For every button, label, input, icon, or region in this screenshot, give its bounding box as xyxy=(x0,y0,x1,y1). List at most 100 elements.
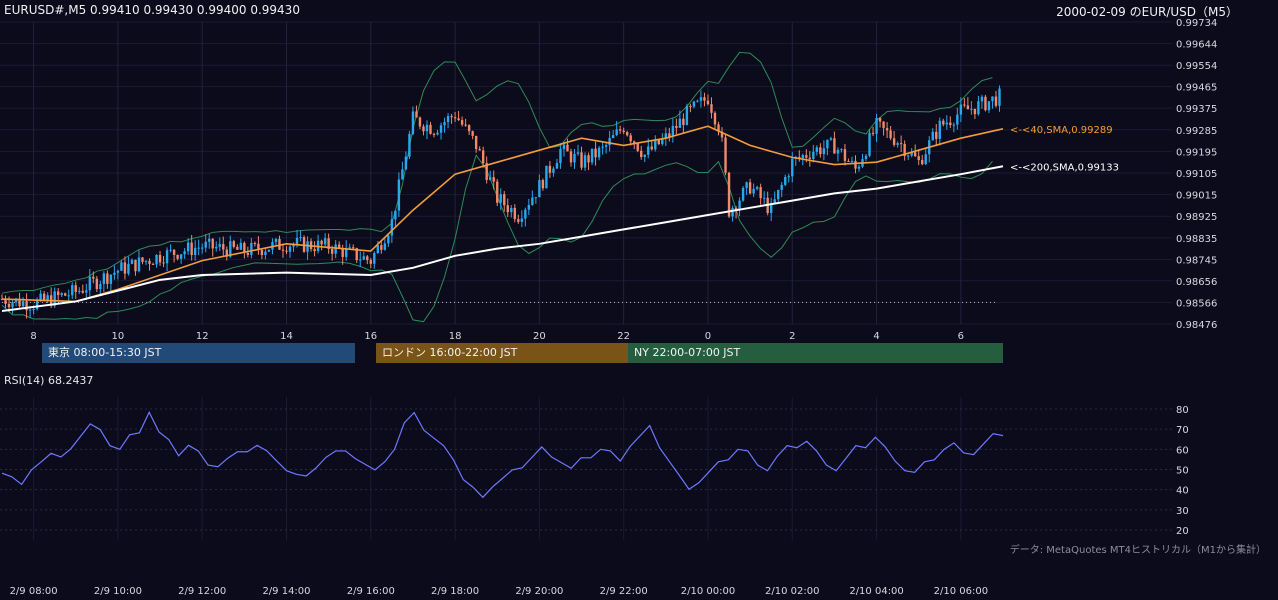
chart-title: 2000-02-09 のEUR/USD（M5） xyxy=(1056,5,1238,19)
candle-body xyxy=(25,301,28,311)
candle-body xyxy=(510,207,513,213)
candle-body xyxy=(113,272,116,275)
date-tick-label: 2/9 22:00 xyxy=(600,586,648,597)
candle-body xyxy=(387,235,390,244)
candle-body xyxy=(218,244,221,247)
candle-body xyxy=(21,301,25,307)
candle-body xyxy=(436,132,439,135)
date-tick-label: 2/9 20:00 xyxy=(515,586,563,597)
candle-body xyxy=(443,122,446,126)
candle-body xyxy=(99,284,102,290)
sma200-line xyxy=(1,165,1004,313)
candle-body xyxy=(699,97,703,101)
candle-body xyxy=(629,135,632,142)
candle-body xyxy=(397,179,401,211)
date-tick-label: 2/9 16:00 xyxy=(347,586,395,597)
candle-body xyxy=(176,254,179,259)
candle-body xyxy=(376,245,380,254)
candle-body xyxy=(355,248,358,261)
candle-body xyxy=(485,163,488,180)
candle-body xyxy=(429,124,432,134)
candle-body xyxy=(573,153,576,163)
candle-body xyxy=(267,249,271,252)
candle-body xyxy=(78,290,81,292)
candle-body xyxy=(239,242,243,250)
candle-body xyxy=(362,256,365,260)
candle-body xyxy=(559,149,562,164)
candle-body xyxy=(71,285,74,296)
candle-body xyxy=(864,155,868,160)
price-tick-label: 0.99195 xyxy=(1176,147,1217,158)
candle-body xyxy=(956,114,959,125)
hour-tick-label: 4 xyxy=(873,331,879,342)
candle-body xyxy=(524,209,527,219)
candle-body xyxy=(222,244,225,250)
candle-body xyxy=(201,247,204,249)
date-tick-label: 2/9 14:00 xyxy=(262,586,310,597)
candle-body xyxy=(780,184,783,190)
candle-body xyxy=(341,247,344,258)
hour-tick-label: 16 xyxy=(364,331,377,342)
candle-body xyxy=(60,293,63,296)
candle-body xyxy=(302,237,306,252)
hour-tick-label: 12 xyxy=(196,331,209,342)
hour-tick-label: 22 xyxy=(617,331,630,342)
candle-body xyxy=(306,241,309,252)
candle-body xyxy=(120,262,123,271)
candle-body xyxy=(313,248,316,252)
candle-body xyxy=(889,130,892,139)
candle-body xyxy=(805,155,808,158)
candle-body xyxy=(116,270,120,273)
session-tokyo-bar: 東京 08:00-15:30 JST xyxy=(42,343,355,363)
candle-body xyxy=(225,249,228,257)
candle-body xyxy=(906,155,910,157)
date-tick-label: 2/10 06:00 xyxy=(934,586,988,597)
candle-body xyxy=(622,130,625,133)
candle-body xyxy=(801,155,804,159)
candle-body xyxy=(741,187,745,201)
price-tick-label: 0.98925 xyxy=(1176,212,1217,223)
candle-body xyxy=(850,160,854,162)
candle-body xyxy=(204,241,207,248)
candle-body xyxy=(643,154,646,158)
candle-body xyxy=(88,276,92,291)
candle-body xyxy=(74,285,77,292)
candle-body xyxy=(924,154,927,165)
candle-body xyxy=(952,124,956,126)
candle-body xyxy=(998,88,1001,106)
candle-body xyxy=(966,105,970,110)
candle-body xyxy=(496,181,499,203)
candle-body xyxy=(320,240,323,245)
candle-body xyxy=(95,278,99,290)
candle-body xyxy=(921,160,924,165)
price-tick-label: 0.99554 xyxy=(1176,61,1217,72)
candle-body xyxy=(541,180,545,189)
candle-body xyxy=(489,177,492,180)
candle-body xyxy=(882,121,885,129)
candle-body xyxy=(942,120,945,125)
price-tick-label: 0.98476 xyxy=(1176,320,1217,331)
sma40-line xyxy=(1,125,1004,303)
candle-body xyxy=(7,303,11,308)
candle-body xyxy=(162,262,165,264)
candle-body xyxy=(826,139,829,149)
candle-body xyxy=(46,295,49,301)
candle-body xyxy=(369,260,372,264)
candle-body xyxy=(11,302,14,308)
price-tick-label: 0.98835 xyxy=(1176,234,1217,245)
candle-body xyxy=(664,133,668,139)
rsi-line xyxy=(1,410,1004,499)
candle-body xyxy=(288,246,292,252)
rsi-tick-label: 40 xyxy=(1176,486,1189,497)
candle-body xyxy=(689,106,692,108)
candle-body xyxy=(738,200,741,211)
candle-body xyxy=(380,245,383,250)
candle-body xyxy=(829,138,833,140)
candle-body xyxy=(815,147,819,152)
candle-body xyxy=(281,249,285,251)
candle-body xyxy=(675,125,678,128)
date-tick-label: 2/10 04:00 xyxy=(849,586,903,597)
candle-body xyxy=(193,247,197,256)
rsi-tick-label: 80 xyxy=(1176,405,1189,416)
candle-body xyxy=(81,290,84,293)
